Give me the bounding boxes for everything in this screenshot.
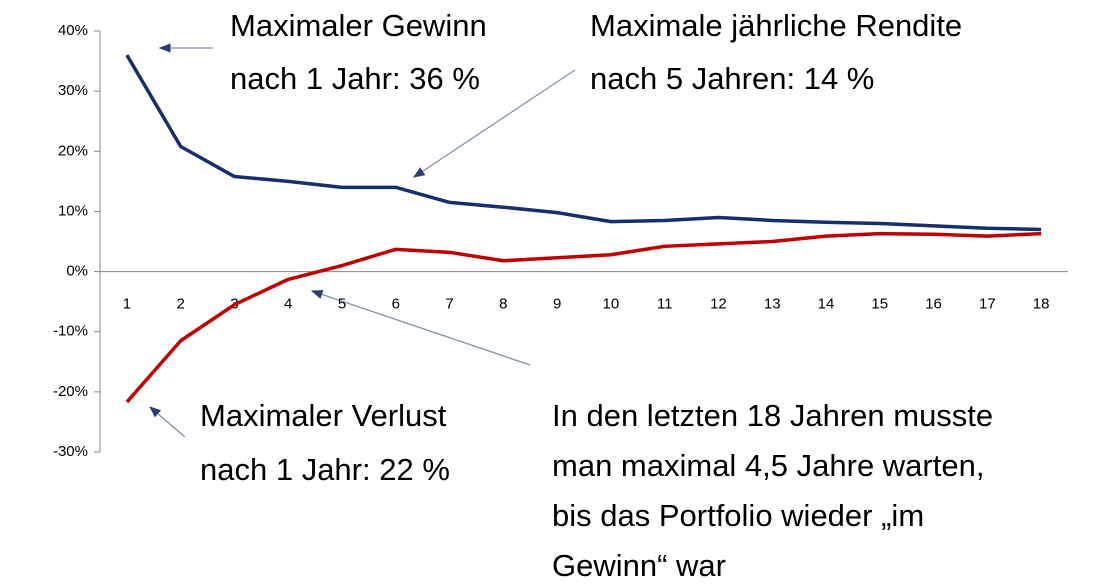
x-tick-label: 6	[392, 296, 400, 313]
series-line	[125, 231, 1042, 404]
annotation: nach 1 Jahr: 36 %	[230, 61, 480, 96]
x-tick-label: 10	[603, 296, 620, 313]
series-line	[125, 54, 1042, 232]
annotation: nach 5 Jahren: 14 %	[590, 61, 874, 96]
annotation: Maximale jährliche Rendite	[590, 8, 962, 43]
x-tick-label: 9	[553, 296, 561, 313]
arrow	[310, 289, 531, 366]
annotation: man maximal 4,5 Jahre warten,	[552, 448, 984, 483]
y-tick-label: 0%	[66, 263, 88, 280]
y-tick-label: 10%	[58, 202, 88, 219]
y-tick-label: 20%	[58, 142, 88, 159]
x-tick-label: 12	[710, 296, 727, 313]
x-tick-label: 16	[925, 296, 942, 313]
x-tick-label: 5	[338, 296, 346, 313]
arrow	[149, 406, 186, 438]
x-tick-label: 15	[871, 296, 888, 313]
x-tick-label: 18	[1033, 296, 1050, 313]
annotation: Gewinn“ war	[552, 548, 726, 583]
arrow	[413, 69, 576, 178]
x-tick-label: 2	[176, 296, 184, 313]
x-tick-label: 4	[284, 296, 292, 313]
x-tick-label: 13	[764, 296, 781, 313]
y-tick-label: -10%	[53, 323, 88, 340]
y-tick-label: -20%	[53, 383, 88, 400]
x-tick-label: 11	[657, 296, 673, 313]
y-tick-label: 40%	[58, 22, 88, 39]
annotation: Maximaler Gewinn	[230, 8, 487, 43]
x-tick-label: 7	[445, 296, 453, 313]
x-tick-label: 17	[979, 296, 996, 313]
x-tick-label: 1	[123, 296, 131, 313]
x-tick-label: 8	[499, 296, 507, 313]
arrows	[149, 43, 576, 438]
x-tick-label: 14	[818, 296, 835, 313]
annotation: bis das Portfolio wieder „im	[552, 498, 924, 533]
annotation: nach 1 Jahr: 22 %	[200, 452, 450, 487]
y-tick-label: 30%	[58, 82, 88, 99]
annotation: In den letzten 18 Jahren musste	[552, 398, 993, 433]
annotation: Maximaler Verlust	[200, 398, 447, 433]
y-tick-label: -30%	[53, 443, 88, 460]
